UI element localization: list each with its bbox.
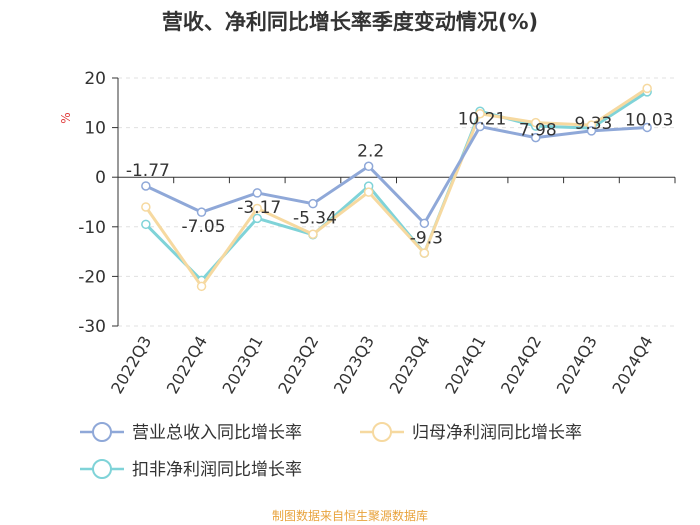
data-label: -7.05 [182, 217, 226, 237]
x-tick-label: 2022Q4 [163, 333, 211, 397]
data-labels: -1.77 -7.05 -3.17 -5.34 2.2 -9.3 10.21 7.98 9.33… [126, 110, 674, 249]
series-2-point [363, 187, 374, 197]
legend-label-3: 扣非净利润同比增长率 [132, 460, 302, 480]
series-lines [141, 83, 652, 292]
series-2-point [531, 117, 541, 128]
x-tick-label: 2023Q1 [219, 333, 267, 397]
series-2-point [419, 248, 430, 258]
data-label: 7.98 [519, 121, 557, 141]
source-note: 制图数据来自恒生聚源数据库 [271, 509, 428, 523]
series-1-point [141, 181, 151, 191]
y-tick-label: -10 [78, 218, 106, 238]
data-label: -1.77 [126, 161, 170, 181]
data-label: -3.17 [237, 198, 281, 218]
series-2-point [642, 83, 652, 94]
data-label: 9.33 [575, 114, 613, 134]
y-tick-label: -20 [78, 267, 106, 287]
series-2-point [141, 202, 151, 212]
series-1-point [531, 132, 541, 143]
series-line-1 [145, 125, 648, 225]
x-tick-label: 2024Q4 [608, 333, 656, 397]
x-tick-label: 2024Q3 [553, 333, 601, 397]
y-tick-label: -30 [78, 317, 106, 337]
series-1-point [419, 218, 430, 229]
x-tick-label: 2023Q2 [274, 333, 322, 397]
series-line-3 [144, 90, 648, 282]
series-1-point [252, 188, 262, 198]
series-line-2 [144, 87, 648, 288]
legend-marker-1 [92, 422, 112, 442]
series-1-point [363, 161, 374, 172]
y-tick-label: 0 [95, 168, 106, 188]
data-label: 10.03 [625, 110, 674, 130]
series-1-point [642, 122, 652, 133]
series-1-point [586, 126, 597, 136]
series-1-point [308, 198, 318, 209]
x-tick-label: 2024Q2 [497, 333, 545, 397]
x-tick-label: 2023Q3 [330, 333, 378, 397]
series-1-point [196, 207, 207, 217]
y-tick-label: 10 [84, 119, 106, 139]
data-label: -5.34 [293, 209, 337, 229]
x-tick-label: 2024Q1 [441, 333, 489, 397]
legend-label-1: 营业总收入同比增长率 [132, 423, 302, 443]
series-2-point [196, 281, 207, 292]
series-1-point [475, 121, 485, 132]
data-label: 10.21 [458, 110, 507, 130]
x-tick-label: 2022Q3 [107, 333, 155, 397]
chart-title: 营收、净利同比增长率季度变动情况(%) [161, 10, 539, 34]
data-label: -9.3 [410, 228, 443, 248]
legend-marker-2 [372, 422, 392, 442]
y-tick-label: 20 [84, 69, 106, 89]
legend-marker-3 [92, 459, 112, 479]
series-2-point [252, 203, 262, 214]
x-tick-label: 2023Q4 [386, 333, 434, 397]
y-axis-unit: % [59, 112, 73, 123]
data-label: 2.2 [357, 141, 384, 161]
series-2-point [475, 108, 485, 119]
legend-label-2: 归母净利润同比增长率 [412, 423, 582, 443]
series-3-point [141, 219, 151, 230]
series-2-point [308, 229, 318, 239]
series-3-point [252, 213, 262, 224]
